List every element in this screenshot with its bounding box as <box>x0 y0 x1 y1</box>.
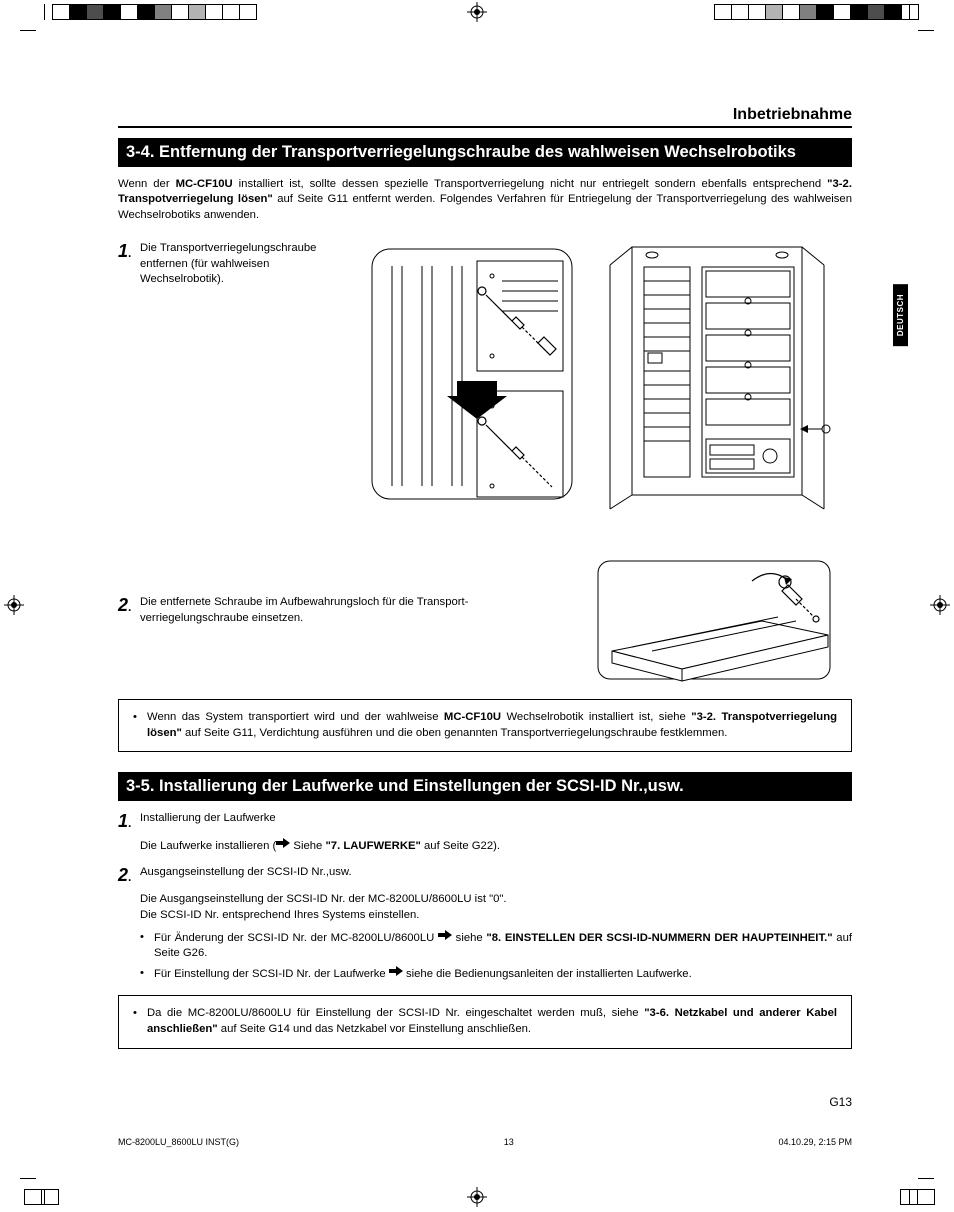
xref: "8. EINSTELLEN DER SCSI-ID-NUMMERN DER H… <box>486 932 832 944</box>
text: Für Änderung der SCSI-ID Nr. der MC-8200… <box>154 932 438 944</box>
step-2-body-1: Die Ausgangseinstellung der SCSI-ID Nr. … <box>140 892 852 908</box>
crop-mark <box>44 1189 45 1205</box>
note-text: Wenn das System transportiert wird und d… <box>147 710 837 742</box>
arrow-icon <box>276 838 290 854</box>
step-number: 2. <box>118 865 140 886</box>
text: Wenn der <box>118 178 176 190</box>
arrow-icon <box>389 966 403 982</box>
page-content: DEUTSCH Inbetriebnahme 3-4. Entfernung d… <box>48 32 906 1177</box>
step-2-text: Die entfernete Schraube im Aufbewahrungs… <box>140 595 572 627</box>
step-2-row: 2. Die entfernete Schraube im Aufbewahru… <box>118 555 852 685</box>
crop-mark <box>918 1178 934 1179</box>
text: auf Seite G22). <box>421 840 500 852</box>
bullet-icon: • <box>140 930 154 963</box>
model-ref: MC-CF10U <box>176 178 233 190</box>
step-1-body: Die Laufwerke installieren ( Siehe "7. L… <box>118 838 852 855</box>
chapter-title: Inbetriebnahme <box>118 106 852 128</box>
crop-mark <box>909 4 910 20</box>
crosshair-right <box>930 595 950 615</box>
note-box-35: • Da die MC-8200LU/8600LU für Einstellun… <box>118 995 852 1049</box>
language-tab: DEUTSCH <box>893 284 908 346</box>
bullet-2: Für Einstellung der SCSI-ID Nr. der Lauf… <box>154 966 692 983</box>
arrow-icon <box>438 930 452 946</box>
text: installiert ist, sollte dessen spezielle… <box>233 178 827 190</box>
crosshair-left <box>4 595 24 615</box>
bullet-1: Für Änderung der SCSI-ID Nr. der MC-8200… <box>154 930 852 963</box>
step-number: 2. <box>118 595 140 616</box>
section-34-intro: Wenn der MC-CF10U installiert ist, sollt… <box>118 177 852 223</box>
step-1-label: Installierung der Laufwerke <box>140 811 276 827</box>
page-number: G13 <box>829 1095 852 1109</box>
figure-screw-storage <box>592 555 852 685</box>
model-ref: MC-CF10U <box>444 711 501 723</box>
crosshair-top <box>467 2 487 22</box>
crop-mark <box>20 30 36 31</box>
text: auf Seite G11, Verdichtung ausführen und… <box>182 727 728 739</box>
bullet-icon: • <box>133 1006 147 1038</box>
footer-doc: MC-8200LU_8600LU INST(G) <box>118 1137 239 1147</box>
text: Die Laufwerke installieren ( <box>140 840 276 852</box>
step-number: 1. <box>118 241 140 262</box>
crosshair-bottom <box>467 1187 487 1207</box>
text: Da die MC-8200LU/8600LU für Einstellung … <box>147 1007 644 1019</box>
step-number: 1. <box>118 811 140 832</box>
text: auf Seite G14 und das Netzkabel vor Eins… <box>218 1023 531 1035</box>
bullet-icon: • <box>140 966 154 983</box>
text: Siehe <box>290 840 325 852</box>
text: Wechselrobotik installiert ist, siehe <box>501 711 691 723</box>
step-2-label: Ausgangseinstellung der SCSI-ID Nr.,usw. <box>140 865 352 881</box>
section-34-title: 3-4. Entfernung der Transportverriegelun… <box>118 138 852 167</box>
figure-unit-diagram <box>362 241 852 541</box>
registration-strip-tl <box>52 4 256 20</box>
text: siehe <box>452 932 486 944</box>
registration-strip-br <box>900 1189 934 1205</box>
registration-strip-tr <box>714 4 918 20</box>
step-1-text: Die Transportverriegelungschraube entfer… <box>140 241 346 288</box>
section-35-title: 3-5. Installierung der Laufwerke und Ein… <box>118 772 852 801</box>
text: siehe die Bedienungsanleiten der install… <box>403 968 692 980</box>
text: Wenn das System transportiert wird und d… <box>147 711 444 723</box>
figure-block-1: 1. Die Transportverriegelungschraube ent… <box>118 241 852 541</box>
xref: "7. LAUFWERKE" <box>325 840 420 852</box>
footer-page: 13 <box>239 1137 778 1147</box>
step-2-body-2: Die SCSI-ID Nr. entsprechend Ihres Syste… <box>140 908 852 924</box>
crop-mark <box>909 1189 910 1205</box>
crop-mark <box>44 4 45 20</box>
text: Für Einstellung der SCSI-ID Nr. der Lauf… <box>154 968 389 980</box>
note-box-34: • Wenn das System transportiert wird und… <box>118 699 852 753</box>
registration-strip-bl <box>24 1189 58 1205</box>
crop-mark <box>20 1178 36 1179</box>
note-text: Da die MC-8200LU/8600LU für Einstellung … <box>147 1006 837 1038</box>
bullet-icon: • <box>133 710 147 742</box>
crop-mark <box>918 30 934 31</box>
footer: MC-8200LU_8600LU INST(G) 13 04.10.29, 2:… <box>118 1137 852 1147</box>
footer-timestamp: 04.10.29, 2:15 PM <box>778 1137 852 1147</box>
